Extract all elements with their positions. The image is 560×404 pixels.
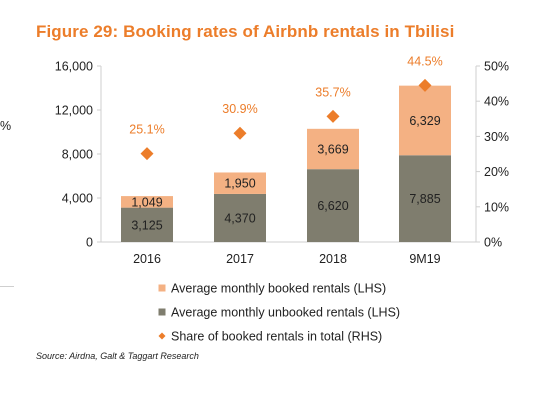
- edge-divider: [0, 286, 14, 287]
- chart-bars: 3,125 1,049 4,370 1,950 6,620 3,669 7,885 6,329: [121, 85, 451, 242]
- chart-legend: Average monthly booked rentals (LHS) Aver…: [158, 282, 400, 344]
- x-tick-label: 2016: [133, 252, 161, 266]
- y-right-tick-label: 0%: [484, 236, 502, 250]
- x-tick-label: 2018: [319, 252, 347, 266]
- bar-booked: [214, 172, 266, 194]
- share-value-label: 35.7%: [315, 85, 350, 99]
- y-left-tick-label: 12,000: [55, 104, 93, 118]
- share-marker: [418, 78, 432, 92]
- bar-unbooked-value-label: 7,885: [409, 192, 440, 206]
- y-right-tick-label: 10%: [484, 200, 509, 214]
- edge-percent-fragment: %: [0, 119, 12, 133]
- y-left-tick-label: 16,000: [55, 60, 93, 74]
- chart-title: Figure 29: Booking rates of Airbnb renta…: [36, 22, 455, 41]
- bar-booked-value-label: 1,950: [224, 177, 255, 191]
- source-note: Source: Airdna, Galt & Taggart Research: [36, 351, 199, 361]
- bar-unbooked-value-label: 6,620: [317, 199, 348, 213]
- legend-diamond-icon: [158, 332, 166, 340]
- bar-booked: [307, 128, 359, 170]
- y-right-tick-label: 40%: [484, 95, 509, 109]
- legend-label: Share of booked rentals in total (RHS): [171, 330, 382, 344]
- y-right-tick-label: 20%: [484, 165, 509, 179]
- legend-swatch: [158, 308, 166, 316]
- bar-unbooked: [214, 193, 266, 242]
- bar-unbooked-value-label: 3,125: [131, 218, 162, 232]
- y-left-tick-label: 8,000: [62, 148, 93, 162]
- x-tick-label: 2017: [226, 252, 254, 266]
- legend-label: Average monthly booked rentals (LHS): [171, 282, 386, 296]
- bar-booked: [121, 196, 173, 208]
- share-value-label: 25.1%: [129, 123, 164, 137]
- x-tick-label: 9M19: [409, 252, 440, 266]
- share-value-label: 30.9%: [222, 102, 257, 116]
- bar-booked-value-label: 1,049: [131, 195, 162, 209]
- chart-axes: 0 4,000 8,000 12,000 16,000 0% 10% 20% 30% 40% 50%…: [55, 60, 509, 267]
- share-value-label: 44.5%: [407, 54, 442, 68]
- bar-booked-value-label: 6,329: [409, 114, 440, 128]
- bar-unbooked: [399, 155, 451, 242]
- chart-markers: 25.1% 30.9% 35.7% 44.5%: [129, 54, 443, 161]
- y-right-tick-label: 30%: [484, 130, 509, 144]
- share-marker: [326, 109, 340, 123]
- legend-swatch: [158, 284, 166, 292]
- y-right-tick-label: 50%: [484, 60, 509, 74]
- y-left-tick-label: 4,000: [62, 192, 93, 206]
- share-marker: [140, 147, 154, 161]
- y-left-tick-label: 0: [86, 236, 93, 250]
- legend-label: Average monthly unbooked rentals (LHS): [171, 306, 400, 320]
- bar-unbooked-value-label: 4,370: [224, 211, 255, 225]
- bar-unbooked: [121, 207, 173, 242]
- share-marker: [233, 126, 247, 140]
- bar-booked: [399, 85, 451, 156]
- bar-unbooked: [307, 169, 359, 242]
- bar-booked-value-label: 3,669: [317, 143, 348, 157]
